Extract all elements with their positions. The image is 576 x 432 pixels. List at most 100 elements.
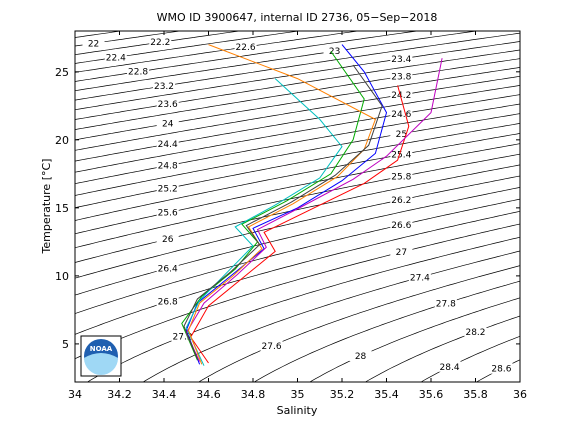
contour-label-bg: [156, 295, 179, 307]
contour-label-bg: [153, 79, 175, 91]
contour-label-bg: [156, 98, 179, 110]
y-tick-label: 25: [55, 66, 69, 79]
profile: [185, 78, 343, 366]
contour-label: 24.6: [391, 110, 411, 120]
contour-label-bg: [349, 350, 372, 362]
isopycnal: [75, 32, 520, 101]
contour-label: 26.6: [391, 221, 411, 231]
contour-label: 25.2: [158, 184, 178, 194]
contour-label: 28.6: [491, 365, 511, 375]
contour-label: 27.2: [173, 332, 193, 342]
logo: NOAA: [80, 335, 122, 377]
isopycnal: [75, 143, 520, 235]
contour-label-bg: [156, 262, 179, 274]
y-axis-label: Temperature [°C]: [40, 159, 53, 255]
contour-label: 26.8: [158, 298, 178, 308]
contours: 22 22.2 22.4 22.6 22.8 23 23.2 23.4 23.6 23.8 24 24…: [75, 31, 520, 382]
contour-label: 23: [329, 47, 340, 57]
isopycnal: [75, 31, 479, 92]
contour-label: 24: [162, 120, 174, 130]
isopycnal: [75, 75, 520, 151]
contour-label: 23.2: [154, 82, 174, 92]
x-tick-label: 34.8: [241, 388, 266, 401]
x-tick-label: 35: [291, 388, 305, 401]
logo-wave: [84, 353, 118, 375]
isopycnal: [75, 187, 520, 296]
contour-label-bg: [390, 246, 413, 258]
contour-label-bg: [156, 117, 179, 129]
isopycnal: [75, 31, 242, 56]
contour-label-bg: [390, 170, 413, 182]
contour-label: 23.4: [391, 55, 411, 65]
contour-label-bg: [323, 45, 346, 57]
contour-label: 22.6: [236, 43, 256, 53]
contour-label-bg: [156, 182, 179, 194]
contour-label-bg: [390, 148, 413, 160]
isopycnal: [75, 103, 520, 185]
contour-label-bg: [82, 37, 105, 49]
isopycnal: [75, 94, 520, 173]
isopycnal: [75, 41, 520, 111]
contour-label: 28: [355, 352, 367, 362]
isopycnal: [75, 85, 520, 162]
contour-label-bg: [260, 339, 283, 351]
contour-label: 23.6: [158, 100, 178, 110]
contour-label-bg: [464, 325, 487, 337]
x-tick-label: 34: [68, 388, 82, 401]
contour-label-bg: [490, 362, 513, 374]
isopycnal: [420, 335, 520, 382]
isopycnal: [75, 67, 520, 141]
contour-label-bg: [438, 360, 461, 372]
contour-label: 25.4: [391, 151, 411, 161]
contour-label: 24.4: [158, 140, 178, 150]
x-tick-label: 35.4: [374, 388, 399, 401]
y-tick-label: 5: [62, 338, 69, 351]
isopycnal: [75, 198, 520, 314]
contour-label-bg: [156, 138, 179, 150]
logo-text: NOAA: [90, 345, 113, 353]
isopycnal: [86, 236, 520, 382]
profile: [190, 85, 410, 364]
x-tick-label: 35.6: [419, 388, 444, 401]
contour-label: 23.8: [391, 72, 411, 82]
contour-label-bg: [234, 40, 257, 52]
contour-label: 24.8: [158, 162, 178, 172]
isopycnal: [75, 164, 520, 263]
contour-label-bg: [390, 107, 413, 119]
isopycnal: [75, 123, 520, 209]
axes: 34 34.2 34.4 34.6 34.8 35 35.2 35.4 35.6 35.8 36 5 1…: [55, 31, 527, 401]
contour-label: 26.2: [391, 196, 411, 206]
contour-label: 27: [396, 248, 407, 258]
contour-label: 25.6: [158, 209, 178, 219]
plot-area: [75, 31, 520, 382]
x-tick-label: 36: [513, 388, 527, 401]
contour-label-bg: [104, 51, 127, 63]
profile: [183, 64, 383, 360]
contour-label: 22.8: [128, 68, 148, 78]
isopycnal: [75, 175, 520, 279]
isopycnal: [75, 31, 361, 73]
contour-label-bg: [390, 218, 413, 230]
isopycnal: [75, 210, 520, 335]
contour-label: 27.6: [262, 342, 282, 352]
isopycnal: [142, 250, 520, 382]
contour-label-bg: [171, 330, 194, 342]
isopycnal: [75, 31, 183, 47]
contour-label-bg: [390, 88, 413, 100]
isopycnal: [309, 297, 520, 382]
isopycnal: [253, 280, 520, 382]
contour-label: 28.2: [465, 328, 485, 338]
x-tick-label: 34.4: [152, 388, 177, 401]
contour-label-bg: [390, 193, 413, 205]
y-tick-label: 10: [55, 270, 69, 283]
isopycnal: [75, 58, 520, 130]
x-tick-label: 35.8: [463, 388, 488, 401]
contour-label: 24.2: [391, 91, 411, 101]
contour-label: 25.8: [391, 172, 411, 182]
contour-label: 26: [162, 235, 174, 245]
contour-label-bg: [390, 70, 413, 82]
isopycnal: [75, 31, 420, 82]
contour-label-bg: [127, 65, 150, 77]
contour-label: 26.4: [158, 264, 178, 274]
